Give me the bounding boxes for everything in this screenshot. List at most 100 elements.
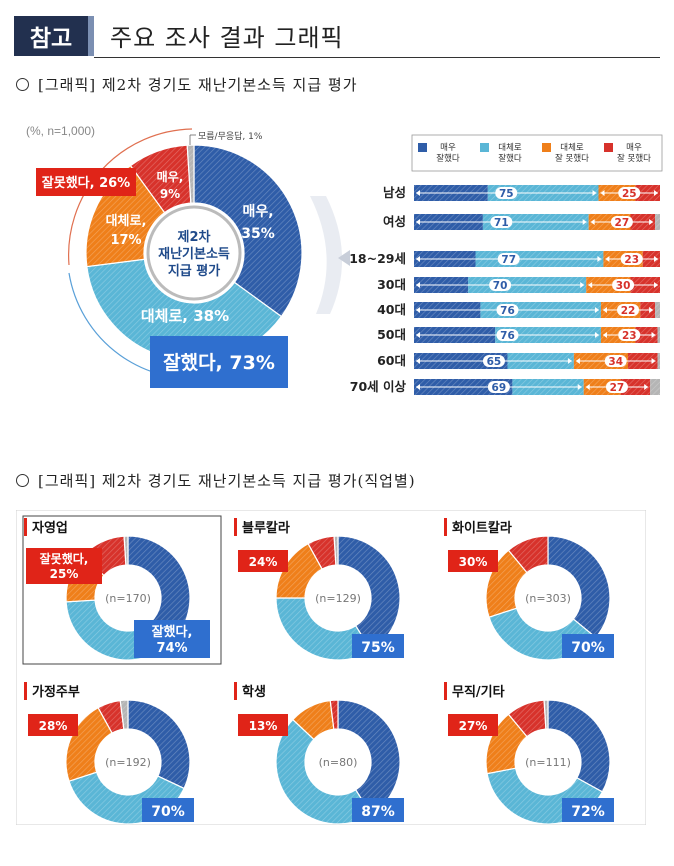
good-range-arrow-right: [597, 256, 602, 262]
occupation-sample-size: (n=80): [319, 756, 358, 769]
bad-value-pill: [605, 381, 628, 393]
bad-value-pill: [604, 355, 627, 367]
slice-label-somewhat-bad: 대체로,: [106, 214, 147, 229]
slice-label-somewhat-good: 대체로, 38%: [141, 307, 229, 325]
unknown-label: 모름/무응답, 1%: [198, 130, 263, 142]
main-donut-center-line: 제2차: [178, 229, 211, 245]
occ-1-slice-hatch-0: [338, 536, 400, 651]
tag-accent-bar: [88, 16, 94, 56]
bad-range-arrow-left: [585, 384, 590, 390]
bad-range-arrow-left: [590, 219, 595, 225]
bar-segment-hatch: [655, 302, 660, 318]
occupation-donut-hole: [305, 729, 371, 795]
main-donut-slice-hatch-0: [194, 145, 302, 317]
occupation-donut-hole: [305, 565, 371, 631]
legend-swatch-3: [604, 143, 613, 152]
good-value-label: 65: [487, 356, 502, 368]
occ-0-slice-hatch-4: [124, 536, 128, 566]
occupation-good-label: 70%: [151, 804, 185, 820]
bad-value-pill: [612, 279, 635, 291]
occ-4-slice-hatch-0: [338, 700, 400, 815]
slice-label-very-bad: 매우,: [157, 169, 184, 184]
bad-range-arrow-left: [600, 190, 605, 196]
good-range-arrow-right: [582, 219, 587, 225]
good-value-label: 76: [500, 330, 515, 342]
occupation-good-label: 72%: [571, 804, 605, 820]
occupation-good-callout: [352, 798, 404, 822]
good-range-arrow-left: [416, 332, 420, 338]
bad-value-label: 25: [622, 188, 637, 200]
occupation-sample-size: (n=111): [525, 756, 571, 769]
bar-segment-hatch: [655, 214, 660, 230]
occupation-bad-callout: [238, 550, 288, 572]
occupation-title-marker: [24, 682, 27, 700]
occupation-card: 무직/기타 (n=111) 72% 27%: [444, 682, 614, 825]
good-value-label: 75: [499, 188, 514, 200]
occupation-title: 자영업: [32, 521, 68, 536]
occupation-bad-callout: [28, 714, 78, 736]
main-donut-slice-hatch-3: [130, 145, 191, 213]
good-range-arrow-right: [592, 190, 597, 196]
good-range-arrow-right: [594, 332, 599, 338]
occupation-bad-label: 24%: [249, 555, 278, 569]
bar-segment-hatch: [657, 327, 660, 343]
occ-1-slice-hatch-2: [276, 543, 323, 598]
good-range-arrow-left: [416, 358, 420, 364]
good-range-arrow-right: [577, 384, 582, 390]
main-donut-center-line: 지급 평가: [168, 263, 220, 279]
occ-3-slice-hatch-3: [98, 700, 124, 734]
occ-3-slice-hatch-4: [120, 700, 128, 730]
bar-category-label: 18~29세: [349, 251, 406, 266]
main-donut-center-line: 재난기본소득: [158, 247, 230, 262]
good-value-label: 69: [492, 382, 507, 394]
occupation-good-label: 87%: [361, 804, 395, 820]
bad-range-arrow-right: [649, 219, 654, 225]
occupation-bad-label: 25%: [50, 567, 79, 581]
bad-total-callout: [36, 168, 136, 196]
occupation-title-marker: [444, 518, 447, 536]
bar-category-label: 30대: [377, 277, 406, 292]
bad-range-arrow-right: [644, 384, 649, 390]
good-range-arrow-left: [416, 190, 420, 196]
section-2-title: [그래픽] 제2차 경기도 재난기본소득 지급 평가(직업별): [38, 472, 416, 490]
slice-value-somewhat-bad: 17%: [110, 233, 141, 248]
occ-1-slice-hatch-3: [308, 536, 336, 570]
occupation-bad-callout: [448, 550, 498, 572]
occupation-sample-size: (n=170): [105, 592, 151, 605]
legend-swatch-0: [418, 143, 427, 152]
occupation-donut-hole: [515, 729, 581, 795]
bar-segment-hatch: [657, 353, 660, 369]
occupation-good-label: 74%: [156, 641, 187, 656]
bad-value-pill: [618, 329, 641, 341]
occupation-good-callout: [134, 620, 210, 658]
figure-occupation-svg: 자영업 (n=170) 잘했다,74% 잘못했다,25% 블루칼라 (n=129) 75% 2…: [15, 509, 647, 826]
occupation-title-marker: [234, 682, 237, 700]
good-value-pill: [489, 279, 512, 291]
occ-1-slice-hatch-4: [334, 536, 338, 566]
bad-range-arrow-left: [605, 256, 610, 262]
occ-0-slice-hatch-0: [128, 536, 190, 644]
legend-entry-2: 대체로: [560, 142, 584, 153]
transition-arrow-icon: [310, 196, 343, 314]
bad-value-label: 27: [615, 217, 630, 229]
bar-category-label: 60대: [377, 353, 406, 368]
bad-value-label: 23: [624, 254, 639, 266]
bad-range-arrow-right: [654, 256, 658, 262]
bad-range-arrow-left: [602, 332, 607, 338]
bullet-circle-icon: [16, 474, 29, 487]
good-range-arrow-left: [416, 219, 420, 225]
bar-category-label: 40대: [377, 302, 406, 317]
bad-value-label: 22: [621, 305, 636, 317]
bar-category-label: 여성: [383, 214, 406, 229]
good-value-pill: [496, 329, 519, 341]
legend-box: [411, 134, 663, 172]
legend-swatch-1: [480, 143, 489, 152]
bad-range-arrow-left: [588, 282, 593, 288]
occ-1-slice-hatch-1: [276, 598, 372, 660]
occupation-title: 학생: [242, 684, 266, 700]
occupation-bad-label: 30%: [459, 555, 488, 569]
bad-range-arrow-right: [649, 307, 654, 313]
legend-swatch-2: [542, 143, 551, 152]
occupation-bad-callout: [26, 548, 102, 584]
